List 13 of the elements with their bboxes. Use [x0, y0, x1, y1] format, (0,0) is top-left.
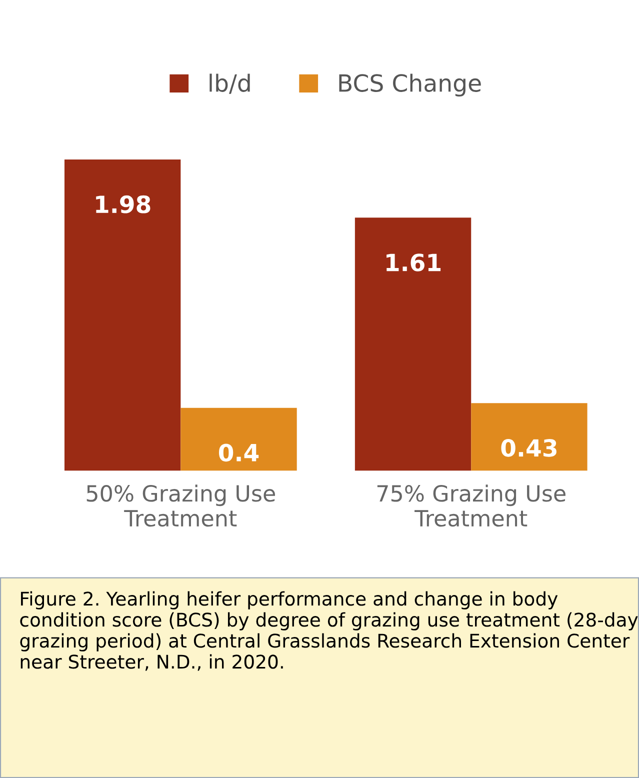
- data-label: 1.61: [386, 254, 441, 272]
- x-tick-label: 50% Grazing Use Treatment: [86, 484, 275, 527]
- caption: Figure 2. Yearling heifer performance and change in body condition score (BCS) by degree of grazing use treatment (28-day grazing period) at Central Grasslands Research Extension Center near Streeter, N.D., in 2020.: [20, 591, 638, 671]
- bar: [354, 218, 472, 471]
- bar: [64, 159, 181, 471]
- data-label: 0.43: [501, 439, 556, 457]
- legend-label: lb/d: [210, 74, 250, 94]
- data-label: 1.98: [96, 195, 150, 214]
- bar: [180, 408, 297, 471]
- bar: [471, 403, 588, 471]
- x-tick-label: 75% Grazing Use Treatment: [377, 484, 566, 527]
- data-label: 0.4: [218, 444, 259, 462]
- legend-label: BCS Change: [339, 74, 481, 97]
